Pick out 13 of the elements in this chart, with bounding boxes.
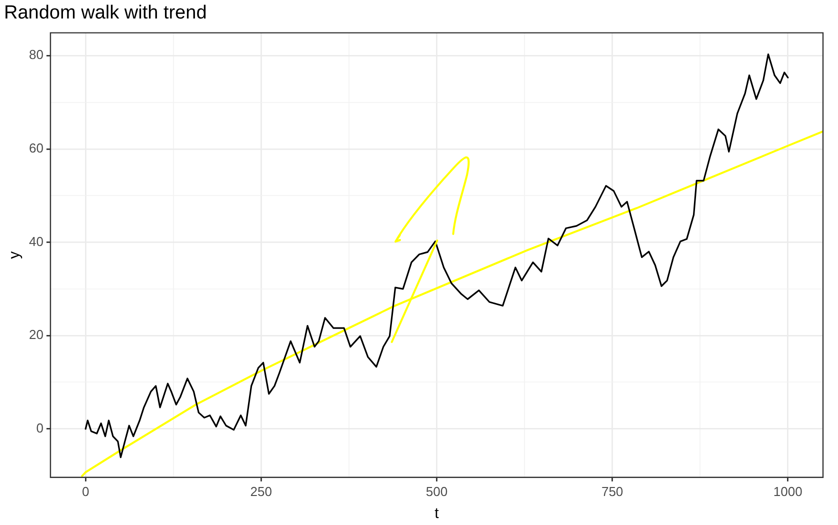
x-tick-label: 0 — [82, 484, 90, 499]
y-tick-label: 80 — [28, 47, 44, 62]
x-tick-label: 250 — [250, 484, 272, 499]
y-tick-label: 40 — [28, 234, 44, 249]
chart-title: Random walk with trend — [4, 2, 207, 24]
y-tick-label: 20 — [28, 327, 44, 342]
y-tick-label: 0 — [36, 420, 44, 436]
x-tick-label: 1000 — [773, 484, 802, 499]
x-tick-label: 750 — [601, 484, 624, 499]
x-axis-title: t — [434, 505, 440, 522]
y-tick-label: 60 — [28, 140, 44, 156]
x-tick-label: 500 — [426, 484, 448, 499]
y-axis-title: y — [6, 250, 24, 259]
